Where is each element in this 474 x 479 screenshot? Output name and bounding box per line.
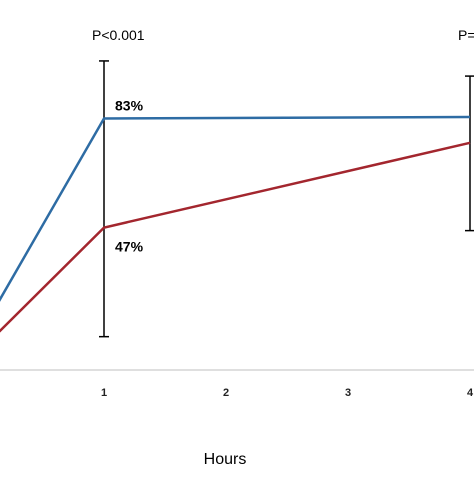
x-axis-title: Hours [204, 451, 247, 468]
data-label: 83% [115, 98, 144, 114]
x-tick-label: 3 [345, 387, 351, 399]
x-tick-label: 2 [223, 387, 229, 399]
x-tick-labels: 1 2 3 4 [101, 387, 474, 399]
error-bar [99, 60, 109, 338]
p-value-label: P=0.4 [458, 27, 474, 43]
x-tick-label: 4 [467, 387, 474, 399]
series-line-2 [0, 141, 471, 333]
p-value-annotations: P<0.001 P=0.4 [92, 27, 474, 43]
series-line-1 [0, 115, 471, 302]
data-labels: 83% 47% [115, 98, 144, 255]
error-bars [99, 60, 474, 338]
p-value-label: P<0.001 [92, 27, 145, 43]
error-bar [465, 75, 474, 232]
x-tick-label: 1 [101, 387, 107, 399]
series-lines [0, 115, 471, 333]
data-label: 47% [115, 239, 144, 255]
